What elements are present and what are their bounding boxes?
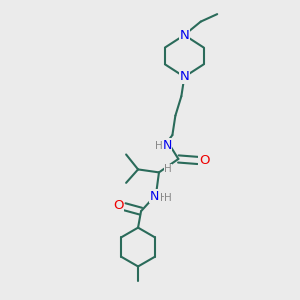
Text: H: H	[164, 194, 172, 203]
Text: O: O	[113, 199, 123, 212]
Text: N: N	[179, 28, 189, 41]
Text: H: H	[160, 194, 167, 203]
Text: H: H	[155, 140, 163, 151]
Text: N: N	[150, 190, 159, 203]
Text: N: N	[162, 139, 172, 152]
Text: O: O	[199, 154, 210, 167]
Text: H: H	[164, 164, 172, 174]
Text: N: N	[179, 70, 189, 83]
